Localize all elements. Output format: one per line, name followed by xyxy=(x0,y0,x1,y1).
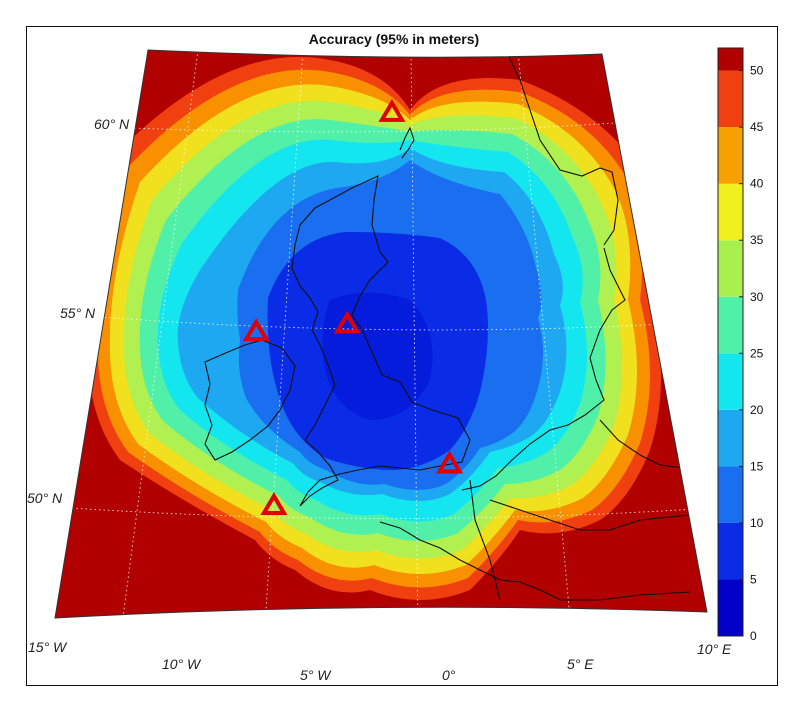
coastlines xyxy=(204,50,701,601)
station-triangle-marker xyxy=(333,310,361,334)
colorbar-tick-label: 40 xyxy=(750,177,764,191)
colorbar-band xyxy=(718,296,743,354)
colorbar-band xyxy=(718,579,743,636)
colorbar-band xyxy=(718,70,743,128)
map-title: Accuracy (95% in meters) xyxy=(308,31,480,47)
colorbar-band xyxy=(718,240,743,297)
colorbar-band xyxy=(718,409,743,467)
colorbar-border xyxy=(717,47,744,637)
lon-label-5e: 5° E xyxy=(567,656,594,672)
lon-label-10e: 10° E xyxy=(697,641,732,657)
lat-label-60n: 60° N xyxy=(94,116,130,132)
latitude-labels: 60° N 55° N 50° N xyxy=(27,116,130,506)
colorbar-tick-label: 10 xyxy=(750,516,764,530)
lon-label-10w: 10° W xyxy=(162,656,202,672)
colorbar-band xyxy=(718,522,743,580)
longitude-labels: 15° W 10° W 5° W 0° 5° E 10° E xyxy=(28,639,732,683)
station-markers xyxy=(242,98,463,515)
colorbar-tick-label: 30 xyxy=(750,290,764,304)
lon-label-0: 0° xyxy=(442,667,456,683)
lat-label-50n: 50° N xyxy=(27,490,63,506)
lat-label-55n: 55° N xyxy=(60,305,96,321)
colorbar-band xyxy=(718,183,743,241)
colorbar: 0 5 10 15 20 25 30 35 40 45 50 xyxy=(717,47,764,643)
station-triangle-marker xyxy=(242,318,270,342)
colorbar-band xyxy=(718,48,743,71)
colorbar-tick-label: 50 xyxy=(750,64,764,78)
colorbar-band xyxy=(718,127,743,184)
colorbar-tick-label: 5 xyxy=(750,572,757,586)
colorbar-tick-label: 20 xyxy=(750,403,764,417)
station-triangle-marker xyxy=(260,492,288,515)
colorbar-band xyxy=(718,353,743,410)
lon-label-15w: 15° W xyxy=(28,639,68,655)
colorbar-band xyxy=(718,466,743,523)
zone-0 xyxy=(322,292,433,420)
colorbar-tick-label: 35 xyxy=(750,233,764,247)
colorbar-tick-label: 45 xyxy=(750,120,764,134)
accuracy-heatmap xyxy=(55,50,707,618)
figure-frame xyxy=(26,26,778,686)
station-triangle-marker xyxy=(435,450,463,474)
colorbar-tick-label: 15 xyxy=(750,459,764,473)
colorbar-tick-label: 25 xyxy=(750,346,764,360)
map-boundary xyxy=(54,49,708,619)
station-triangle-marker xyxy=(378,98,406,122)
colorbar-tick-label: 0 xyxy=(750,629,757,643)
lon-label-5w: 5° W xyxy=(300,667,332,683)
